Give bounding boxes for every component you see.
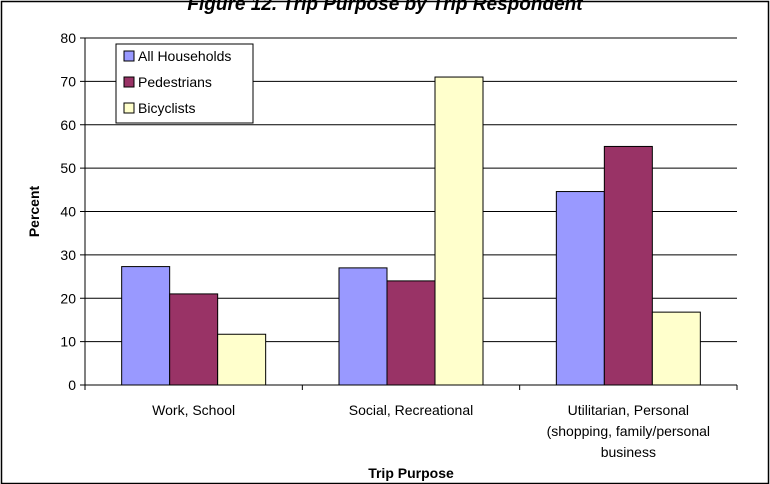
y-tick-label: 20 xyxy=(60,290,76,306)
bar-pedestrians xyxy=(603,145,653,386)
legend-swatch xyxy=(123,76,135,88)
x-axis-title: Trip Purpose xyxy=(368,465,454,481)
bar-pedestrians xyxy=(169,293,219,386)
y-tick-label: 70 xyxy=(60,73,76,89)
bar-all-households xyxy=(338,267,388,386)
y-axis-title: Percent xyxy=(26,185,42,237)
legend-swatch xyxy=(123,50,135,62)
bar-bicyclists xyxy=(217,333,267,386)
y-tick-label: 50 xyxy=(60,160,76,176)
y-tick-label: 40 xyxy=(60,204,76,220)
bar-pedestrians xyxy=(386,280,436,386)
legend-swatch xyxy=(123,102,135,114)
x-tick-label: (shopping, family/personal xyxy=(547,423,710,439)
legend-label: Pedestrians xyxy=(138,74,212,90)
x-tick-label: business xyxy=(601,444,656,460)
bar-all-households xyxy=(555,191,605,386)
legend-label: Bicyclists xyxy=(138,100,196,116)
y-tick-label: 60 xyxy=(60,117,76,133)
bar-bicyclists xyxy=(651,311,701,386)
legend-box xyxy=(115,43,254,124)
y-tick-label: 30 xyxy=(60,247,76,263)
bar-bicyclists xyxy=(434,76,484,386)
x-tick-label: Social, Recreational xyxy=(349,402,474,418)
bar-all-households xyxy=(121,266,171,386)
y-tick-label: 0 xyxy=(68,377,76,393)
x-tick-label: Work, School xyxy=(152,402,235,418)
x-tick-label: Utilitarian, Personal xyxy=(568,402,689,418)
y-tick-label: 80 xyxy=(60,30,76,46)
chart-title: Figure 12. Trip Purpose by Trip Responde… xyxy=(187,0,583,15)
legend-label: All Households xyxy=(138,48,231,64)
y-tick-label: 10 xyxy=(60,334,76,350)
